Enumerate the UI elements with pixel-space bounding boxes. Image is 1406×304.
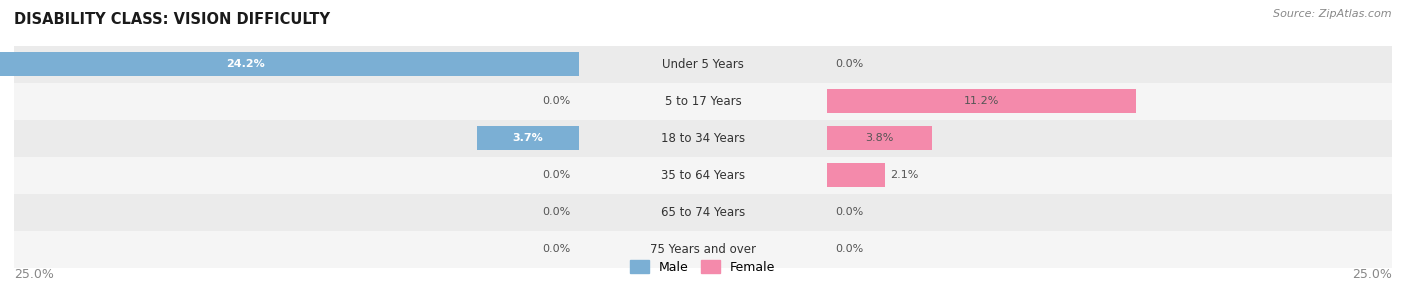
Text: Source: ZipAtlas.com: Source: ZipAtlas.com <box>1274 9 1392 19</box>
Text: 0.0%: 0.0% <box>543 170 571 180</box>
Text: 35 to 64 Years: 35 to 64 Years <box>661 168 745 181</box>
Text: DISABILITY CLASS: VISION DIFFICULTY: DISABILITY CLASS: VISION DIFFICULTY <box>14 12 330 27</box>
Text: 0.0%: 0.0% <box>835 59 863 69</box>
Text: 11.2%: 11.2% <box>963 96 1000 106</box>
Bar <box>477 126 579 150</box>
Bar <box>14 83 1392 119</box>
Text: 0.0%: 0.0% <box>543 96 571 106</box>
Bar <box>14 46 1392 83</box>
Text: 0.0%: 0.0% <box>835 244 863 254</box>
Text: 25.0%: 25.0% <box>1353 268 1392 281</box>
Bar <box>14 119 1392 157</box>
Text: 25.0%: 25.0% <box>14 268 53 281</box>
Text: 5 to 17 Years: 5 to 17 Years <box>665 95 741 108</box>
Text: 2.1%: 2.1% <box>890 170 918 180</box>
Bar <box>0 52 579 76</box>
Text: 75 Years and over: 75 Years and over <box>650 243 756 256</box>
Bar <box>827 126 932 150</box>
Bar <box>827 89 1136 113</box>
Bar <box>14 230 1392 268</box>
Bar <box>14 157 1392 194</box>
Text: 3.7%: 3.7% <box>513 133 543 143</box>
Text: Under 5 Years: Under 5 Years <box>662 57 744 71</box>
Text: 18 to 34 Years: 18 to 34 Years <box>661 132 745 145</box>
Text: 3.8%: 3.8% <box>865 133 894 143</box>
Text: 65 to 74 Years: 65 to 74 Years <box>661 206 745 219</box>
Bar <box>14 194 1392 230</box>
Text: 0.0%: 0.0% <box>543 207 571 217</box>
Bar <box>827 163 884 187</box>
Text: 0.0%: 0.0% <box>835 207 863 217</box>
Legend: Male, Female: Male, Female <box>626 255 780 279</box>
Text: 0.0%: 0.0% <box>543 244 571 254</box>
Text: 24.2%: 24.2% <box>226 59 264 69</box>
